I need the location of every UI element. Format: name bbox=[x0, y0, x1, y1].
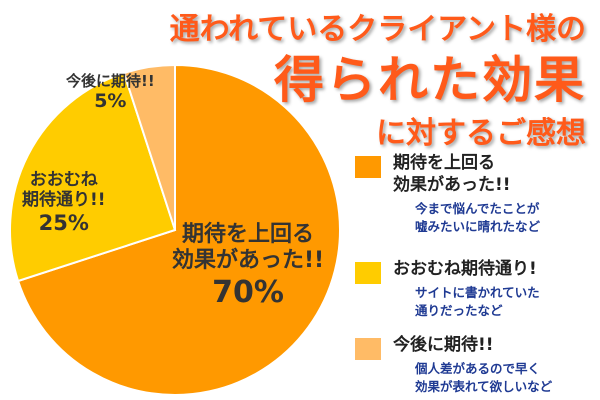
slice-label-5: 今後に期待!! 5% bbox=[66, 72, 155, 113]
slice-percent-5: 5% bbox=[94, 90, 127, 112]
title-line-3: に対するご感想 bbox=[376, 116, 586, 151]
slice-percent-70: 70% bbox=[212, 274, 284, 310]
legend-comment-exceeded: 今まで悩んでたことが 嘘みたいに晴れたなど bbox=[415, 201, 541, 234]
title-line-1: 通われているクライアント様の bbox=[169, 12, 586, 47]
legend-comment-hopeful: 個人差があるので早く 効果が表れて欲しいなど bbox=[415, 361, 553, 394]
legend-item-as-expected: おおむね期待通り! サイトに書かれていた 通りだったなど bbox=[355, 258, 600, 319]
legend-item-hopeful: 今後に期待!! 個人差があるので早く 効果が表れて欲しいなど bbox=[355, 334, 600, 395]
slice-label-25-line-1: おおむね bbox=[29, 170, 98, 190]
pie-slice-hopeful bbox=[122, 63, 176, 231]
legend-swatch-hopeful bbox=[355, 338, 381, 360]
slice-label-25-line-2: 期待通り!! bbox=[22, 190, 106, 211]
pie-slice-exceeded bbox=[16, 63, 341, 396]
legend-item-exceeded: 期待を上回る 効果があった!! 今まで悩んでたことが 嘘みたいに晴れたなど bbox=[355, 152, 600, 235]
slice-label-25: おおむね 期待通り!! 25% bbox=[22, 170, 106, 236]
title-line-2: 得られた効果 bbox=[274, 51, 586, 109]
slice-label-5-line-1: 今後に期待!! bbox=[66, 72, 155, 90]
slice-label-70: 期待を上回る 効果があった!! 70% bbox=[172, 222, 324, 311]
slice-percent-25: 25% bbox=[38, 210, 89, 235]
legend-label-exceeded: 期待を上回る 効果があった!! bbox=[393, 153, 511, 196]
slice-label-70-line-1: 期待を上回る bbox=[182, 222, 315, 247]
legend-swatch-as-expected bbox=[355, 262, 381, 284]
pie-slice-as-expected bbox=[9, 71, 177, 283]
legend-swatch-exceeded bbox=[355, 156, 381, 178]
legend-label-as-expected: おおむね期待通り! bbox=[393, 259, 537, 279]
legend-label-hopeful: 今後に期待!! bbox=[393, 335, 494, 355]
legend-comment-as-expected: サイトに書かれていた 通りだったなど bbox=[415, 285, 540, 318]
slice-label-70-line-2: 効果があった!! bbox=[172, 248, 325, 274]
